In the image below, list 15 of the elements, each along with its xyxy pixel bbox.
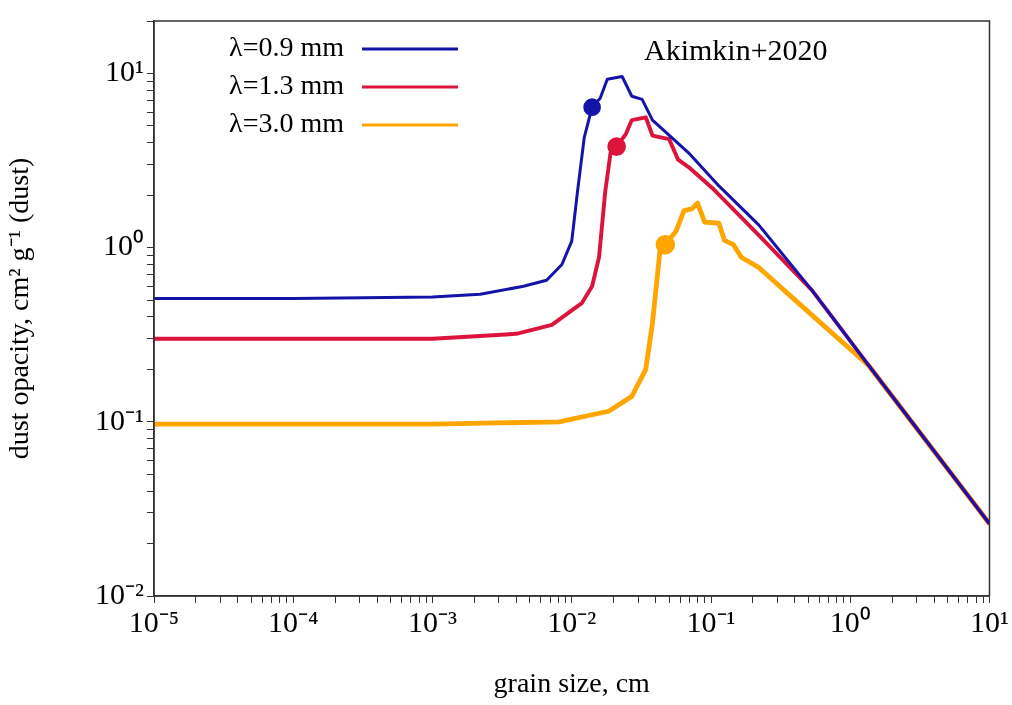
x-axis-title: grain size, cm: [493, 666, 651, 698]
y-tick-label: 10¹: [105, 54, 144, 88]
y-axis-title: dust opacity, cm² g⁻¹ (dust): [3, 157, 35, 460]
y-tick-label: 10⁻¹: [95, 402, 144, 436]
legend-label: λ=3.0 mm: [229, 107, 345, 139]
x-tick-label: 10⁰: [829, 604, 871, 638]
annotation: Akimkin+2020: [644, 32, 828, 66]
x-tick-label: 10⁻⁴: [268, 604, 319, 638]
x-tick-label: 10¹: [970, 604, 1009, 638]
legend-label: λ=0.9 mm: [229, 31, 345, 63]
x-tick-label: 10⁻³: [408, 604, 457, 638]
y-tick-label: 10⁰: [103, 228, 144, 262]
x-tick-label: 10⁻¹: [686, 604, 736, 638]
legend-label: λ=1.3 mm: [229, 69, 345, 101]
x-tick-label: 10⁻²: [547, 604, 597, 638]
